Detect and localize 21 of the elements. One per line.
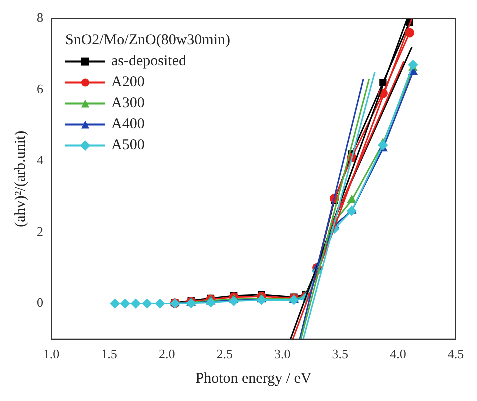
y-tick-label: 4 xyxy=(37,152,44,168)
x-tick-label: 1.5 xyxy=(101,346,118,362)
x-tick-label: 2.5 xyxy=(216,346,233,362)
legend-title: SnO2/Mo/ZnO(80w30min) xyxy=(66,32,231,49)
y-tick-label: 8 xyxy=(37,10,44,26)
legend-label: A500 xyxy=(112,138,145,154)
y-tick-label: 2 xyxy=(37,224,44,239)
legend-label: A200 xyxy=(112,74,145,91)
x-tick-label: 1.0 xyxy=(43,346,60,362)
x-tick-label: 2.0 xyxy=(158,346,176,362)
x-tick-label: 3.0 xyxy=(274,346,291,362)
x-tick-label: 4.5 xyxy=(448,346,464,362)
legend-label: as-deposited xyxy=(112,54,187,70)
y-axis-title: (ahv)²/(arb.unit) xyxy=(12,130,29,228)
legend-label: A400 xyxy=(112,116,145,133)
y-tick-label: 6 xyxy=(37,81,44,96)
x-tick-label: 4.0 xyxy=(390,346,406,362)
legend-label: A300 xyxy=(112,96,145,112)
y-tick-label: 0 xyxy=(37,295,44,310)
x-tick-label: 3.5 xyxy=(332,346,349,362)
x-axis-title: Photon energy / eV xyxy=(196,370,312,387)
